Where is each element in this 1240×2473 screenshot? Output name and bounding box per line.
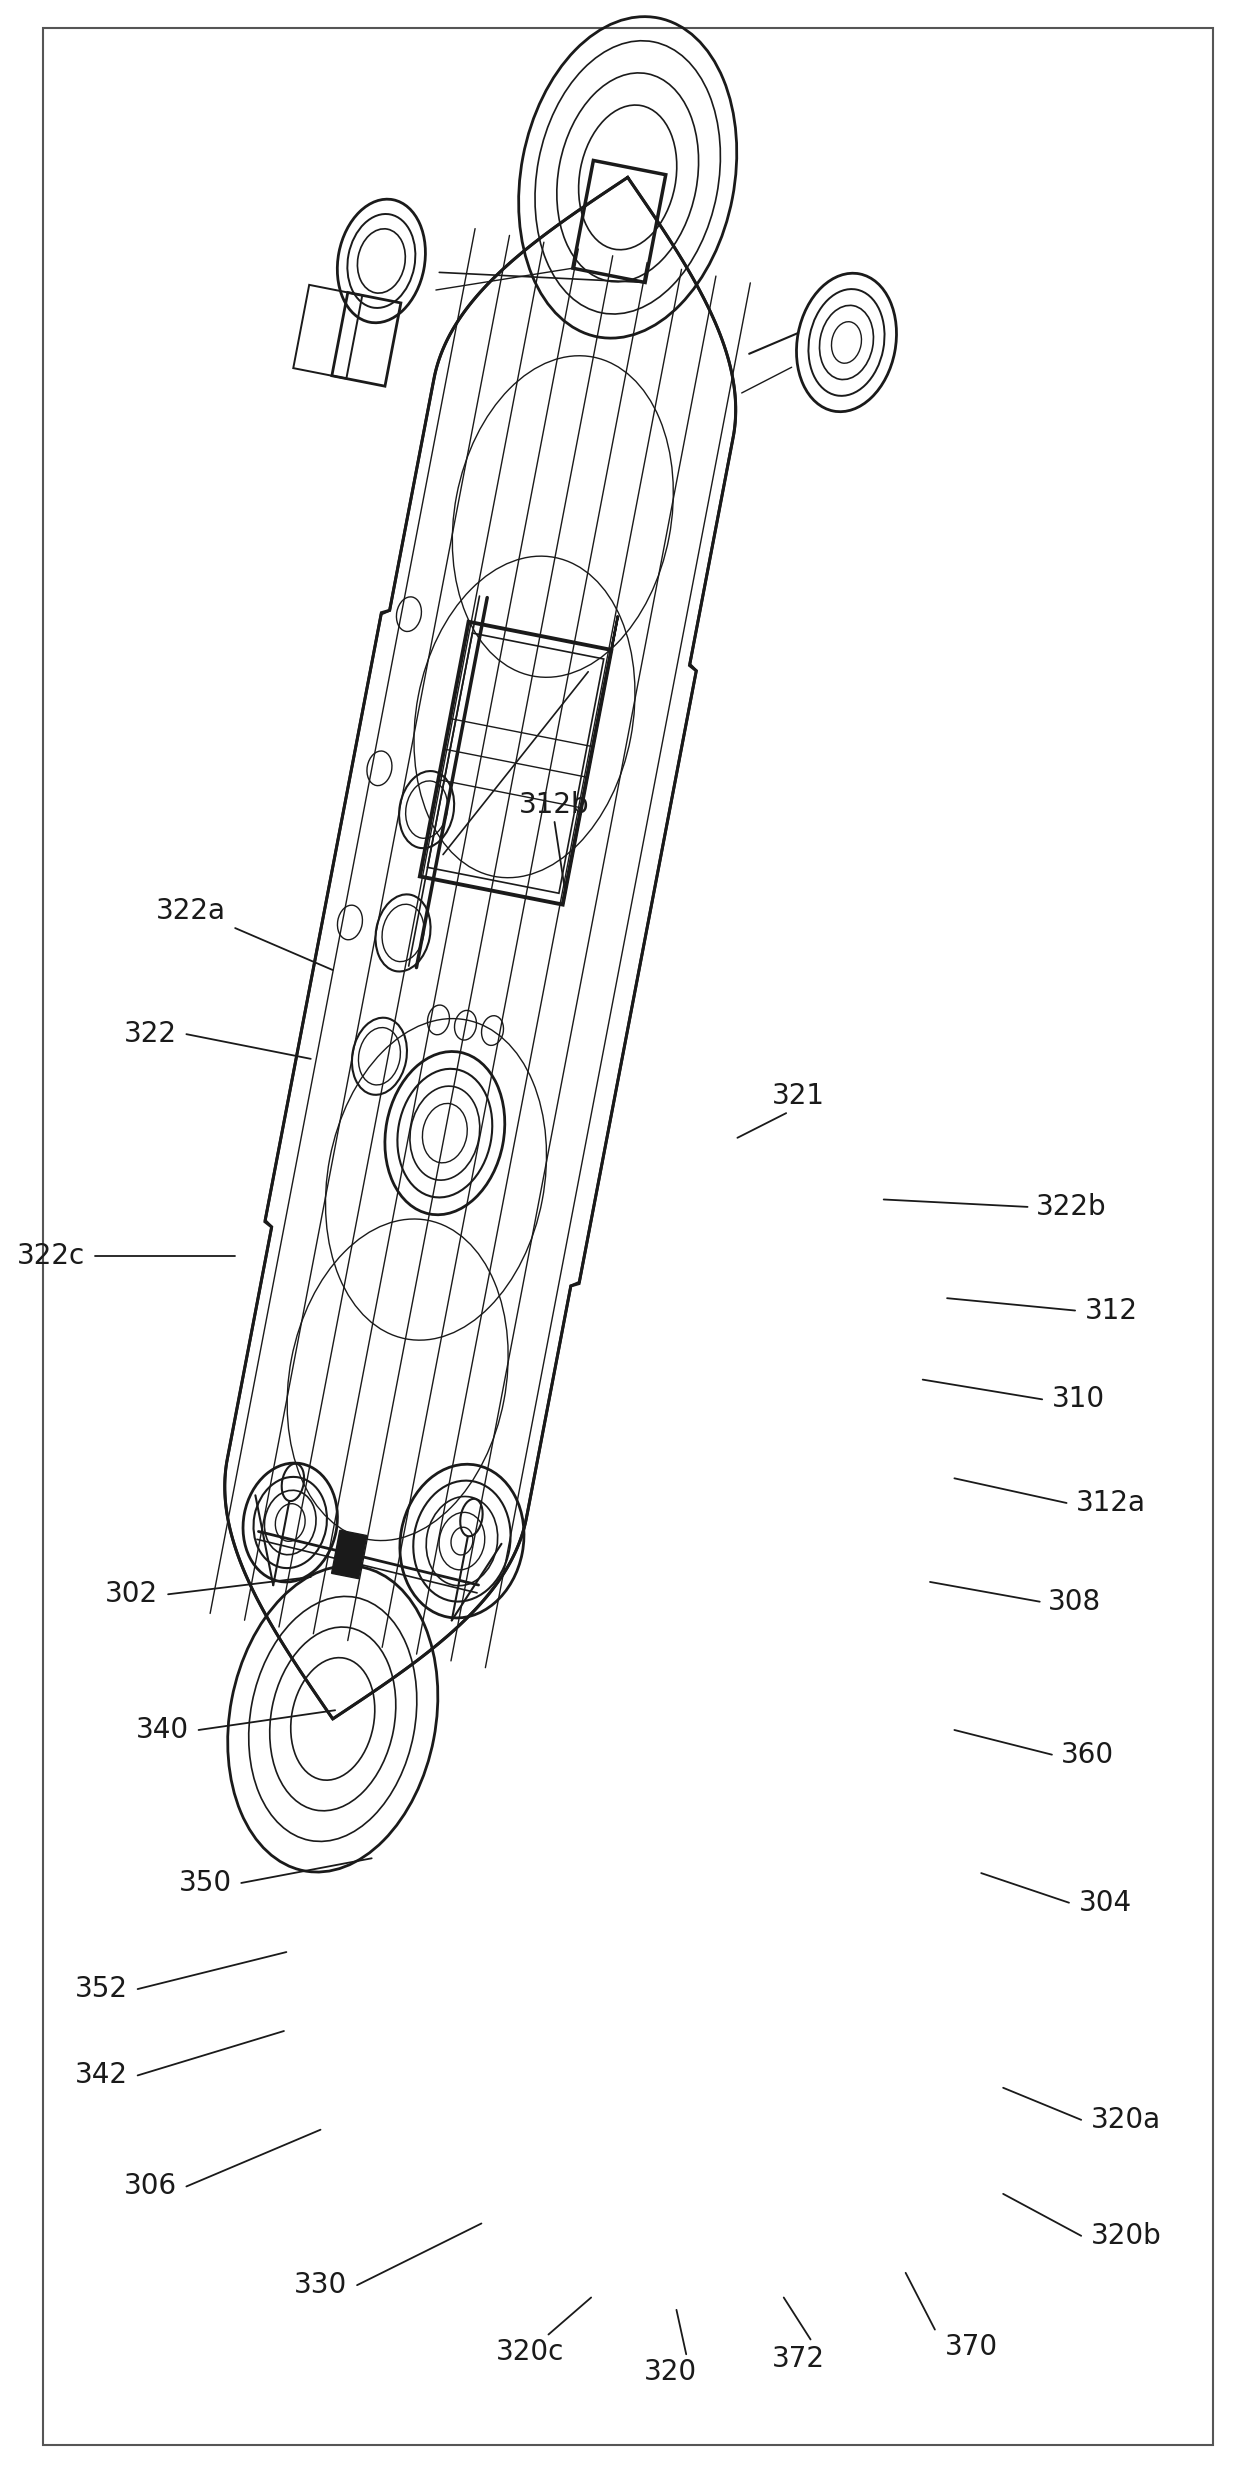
Text: 340: 340 [135,1716,188,1743]
Text: 310: 310 [1052,1385,1105,1415]
Text: 360: 360 [1060,1741,1114,1768]
Text: 302: 302 [105,1580,159,1607]
Text: 312b: 312b [520,791,590,819]
Text: 322: 322 [124,1021,176,1049]
Text: 308: 308 [1048,1588,1101,1615]
Text: 330: 330 [294,2270,347,2300]
Text: 320c: 320c [496,2337,564,2367]
Text: 322c: 322c [17,1241,86,1271]
Text: 304: 304 [1079,1889,1132,1917]
Text: 352: 352 [74,1976,128,2003]
Text: 370: 370 [945,2332,998,2362]
Text: 320b: 320b [1091,2221,1162,2250]
Polygon shape [331,1531,367,1578]
Text: 322b: 322b [1037,1192,1107,1222]
Text: 322a: 322a [155,898,226,925]
Text: 350: 350 [179,1870,232,1897]
Text: 321: 321 [771,1081,825,1110]
Text: 312: 312 [1085,1296,1138,1326]
Text: 306: 306 [124,2171,176,2201]
Text: 320a: 320a [1091,2107,1161,2134]
Text: 372: 372 [771,2344,825,2374]
Text: 342: 342 [74,2062,128,2090]
Text: 320: 320 [644,2357,697,2386]
Text: 312a: 312a [1076,1489,1146,1516]
